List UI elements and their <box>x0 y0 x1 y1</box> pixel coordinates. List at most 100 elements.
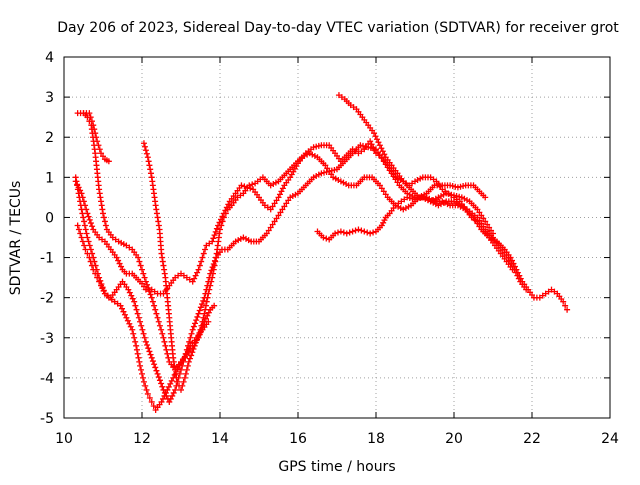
data-point <box>160 262 167 269</box>
data-point <box>131 334 138 341</box>
y-tick-label: -1 <box>40 251 54 267</box>
data-point <box>142 382 149 389</box>
data-point <box>184 362 191 369</box>
data-point <box>146 348 153 355</box>
data-point <box>144 154 151 161</box>
data-point <box>220 214 227 221</box>
series-track-3 <box>72 142 496 405</box>
data-point <box>378 222 385 229</box>
data-point <box>140 140 147 147</box>
data-point <box>102 222 109 229</box>
x-tick-label: 18 <box>367 431 385 447</box>
data-point <box>265 227 272 234</box>
data-point <box>174 365 181 372</box>
data-point <box>186 355 193 362</box>
data-point <box>271 218 278 225</box>
series-track-6 <box>74 222 212 413</box>
data-point <box>209 238 216 245</box>
data-point <box>174 378 181 385</box>
data-point <box>194 269 201 276</box>
data-point <box>277 209 284 216</box>
data-point <box>84 234 91 241</box>
data-point <box>115 257 122 264</box>
data-point <box>211 302 218 309</box>
x-tick-label: 16 <box>289 431 307 447</box>
data-point <box>370 229 377 236</box>
data-point <box>200 297 207 304</box>
data-point <box>204 294 211 301</box>
data-point <box>87 258 94 265</box>
data-point <box>225 201 232 208</box>
data-point <box>148 354 155 361</box>
data-point <box>378 185 385 192</box>
data-point <box>514 272 521 279</box>
data-point <box>486 224 493 231</box>
data-point <box>152 202 159 209</box>
data-point <box>276 191 283 198</box>
data-point <box>343 230 350 237</box>
data-point <box>376 142 383 149</box>
data-point <box>358 227 365 234</box>
data-point <box>144 281 151 288</box>
data-point <box>275 194 282 201</box>
data-point <box>129 326 136 333</box>
data-point <box>135 314 142 321</box>
data-point <box>136 358 143 365</box>
x-tick-label: 22 <box>523 431 541 447</box>
data-point <box>146 162 153 169</box>
data-point <box>85 238 92 245</box>
y-tick-label: -4 <box>40 371 54 387</box>
data-point <box>77 198 84 205</box>
data-point <box>140 283 147 290</box>
data-point <box>564 306 571 313</box>
data-point <box>205 309 212 316</box>
data-point <box>125 286 132 293</box>
data-series <box>72 92 571 413</box>
data-point <box>267 224 274 231</box>
data-point <box>147 291 154 298</box>
data-point <box>170 389 177 396</box>
series-track-7 <box>314 194 530 293</box>
y-tick-label: -3 <box>40 331 54 347</box>
data-point <box>346 229 353 236</box>
data-point <box>168 377 175 384</box>
data-point <box>140 378 147 385</box>
data-point <box>386 167 393 174</box>
data-point <box>135 354 142 361</box>
y-tick-label: 3 <box>45 90 54 106</box>
data-point <box>138 366 145 373</box>
data-point <box>380 158 387 165</box>
data-point <box>75 226 82 233</box>
data-point <box>269 203 276 210</box>
data-point <box>162 342 169 349</box>
data-point <box>196 307 203 314</box>
data-point <box>127 323 134 330</box>
data-point <box>166 398 173 405</box>
data-point <box>105 158 112 165</box>
data-point <box>148 398 155 405</box>
data-point <box>320 234 327 241</box>
data-point <box>381 217 388 224</box>
data-point <box>267 206 274 213</box>
data-point <box>212 228 219 235</box>
data-point <box>372 133 379 140</box>
data-point <box>146 288 153 295</box>
y-tick-label: 1 <box>45 170 54 186</box>
data-point <box>162 389 169 396</box>
data-point <box>78 206 85 213</box>
data-point <box>332 230 339 237</box>
data-point <box>144 341 151 348</box>
data-point <box>143 150 150 157</box>
data-point <box>323 235 330 242</box>
data-point <box>478 212 485 219</box>
x-tick-label: 24 <box>601 431 619 447</box>
data-point <box>196 262 203 269</box>
data-point <box>94 274 101 281</box>
data-point <box>133 306 140 313</box>
data-point <box>133 346 140 353</box>
data-point <box>368 141 375 148</box>
data-point <box>78 234 85 241</box>
data-point <box>137 362 144 369</box>
data-point <box>249 181 256 188</box>
data-point <box>184 348 191 355</box>
